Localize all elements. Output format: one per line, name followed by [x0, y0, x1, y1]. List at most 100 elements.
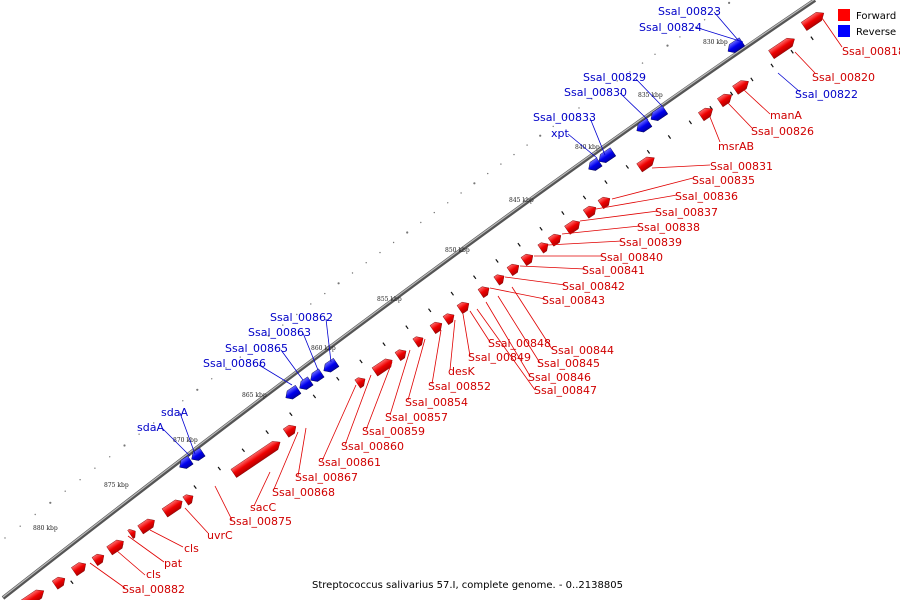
gene-label[interactable]: Ssal_00820	[812, 71, 875, 84]
gene-label[interactable]: cls	[184, 542, 199, 555]
gene-label[interactable]: Ssal_00830	[564, 86, 627, 99]
gene-label[interactable]: manA	[770, 109, 802, 122]
gene-arrow[interactable]	[506, 261, 522, 277]
gene-arrow[interactable]	[127, 527, 139, 539]
gene-label[interactable]: Ssal_00829	[583, 71, 646, 84]
gene-label[interactable]: Ssal_00833	[533, 111, 596, 124]
gene-label[interactable]: Ssal_00866	[203, 357, 266, 370]
gene-label[interactable]: Ssal_00841	[582, 264, 645, 277]
gene-label[interactable]: Ssal_00875	[229, 515, 292, 528]
gene-arrow[interactable]	[442, 311, 457, 326]
gene-label[interactable]: Ssal_00824	[639, 21, 702, 34]
gene-arrow[interactable]	[371, 356, 395, 377]
gene-label[interactable]: Ssal_00847	[534, 384, 597, 397]
gene-label[interactable]: Ssal_00836	[675, 190, 738, 203]
gene-arrow[interactable]	[10, 587, 46, 600]
track-tick	[312, 394, 317, 399]
gene-arrow[interactable]	[321, 357, 340, 375]
gene-label[interactable]: Ssal_00835	[692, 174, 755, 187]
gene-label[interactable]: xpt	[551, 127, 569, 140]
gene-label[interactable]: sacC	[250, 501, 277, 514]
gene-label[interactable]: Ssal_00838	[637, 221, 700, 234]
gene-arrow[interactable]	[51, 574, 68, 590]
gene-label[interactable]: Ssal_00854	[405, 396, 468, 409]
gene-label[interactable]: Ssal_00848	[488, 337, 551, 350]
gene-label[interactable]: Ssal_00846	[528, 371, 591, 384]
gene-arrow[interactable]	[177, 455, 194, 472]
gene-arrow[interactable]	[732, 77, 751, 95]
gene-label[interactable]: Ssal_00868	[272, 486, 335, 499]
gene-label[interactable]: Ssal_00839	[619, 236, 682, 249]
gene-label[interactable]: sdaA	[137, 421, 164, 434]
gene-arrow[interactable]	[189, 447, 206, 464]
gene-label[interactable]: pat	[164, 557, 183, 570]
gene-arrow[interactable]	[768, 35, 798, 60]
gene-label[interactable]: Ssal_00867	[295, 471, 358, 484]
gene-label[interactable]: Ssal_00845	[537, 357, 600, 370]
gene-arrow[interactable]	[520, 251, 536, 267]
gene-arrow[interactable]	[283, 384, 302, 402]
gene-label[interactable]: Ssal_00842	[562, 280, 625, 293]
gene-label[interactable]: Ssal_00863	[248, 326, 311, 339]
gene-arrow[interactable]	[698, 105, 715, 122]
gene-label[interactable]: Ssal_00831	[710, 160, 773, 173]
gene-label[interactable]: Ssal_00865	[225, 342, 288, 355]
reverse-leader-lines	[161, 11, 801, 457]
gene-arrow[interactable]	[596, 147, 617, 166]
gene-arrow[interactable]	[493, 272, 507, 286]
gene-arrow[interactable]	[412, 334, 426, 348]
track-dot	[666, 44, 669, 47]
gene-label[interactable]: desK	[448, 365, 475, 378]
gene-label[interactable]: Ssal_00862	[270, 311, 333, 324]
gene-arrow[interactable]	[634, 117, 653, 135]
track-dot	[447, 202, 449, 204]
gene-label[interactable]: Ssal_00844	[551, 344, 614, 357]
gene-label[interactable]: Ssal_00837	[655, 206, 718, 219]
gene-label[interactable]: Ssal_00823	[658, 5, 721, 18]
gene-label[interactable]: uvrC	[207, 529, 233, 542]
gene-arrow[interactable]	[91, 551, 107, 567]
gene-arrow[interactable]	[429, 319, 445, 335]
gene-label[interactable]: Ssal_00818	[842, 45, 900, 58]
gene-arrow[interactable]	[71, 560, 88, 577]
gene-label[interactable]: Ssal_00861	[318, 456, 381, 469]
track-dot	[138, 433, 140, 435]
gene-arrow[interactable]	[282, 422, 299, 438]
gene-arrow[interactable]	[537, 240, 551, 254]
gene-arrow[interactable]	[800, 9, 826, 31]
gene-arrow[interactable]	[582, 203, 599, 219]
gene-label[interactable]: Ssal_00849	[468, 351, 531, 364]
gene-arrow[interactable]	[354, 375, 368, 389]
gene-arrow[interactable]	[586, 157, 603, 174]
gene-arrow[interactable]	[636, 154, 658, 173]
gene-label[interactable]: Ssal_00857	[385, 411, 448, 424]
track-dot	[211, 378, 213, 380]
gene-label[interactable]: Ssal_00852	[428, 380, 491, 393]
gene-arrow[interactable]	[725, 37, 746, 56]
gene-label[interactable]: sdaA	[161, 406, 188, 419]
gene-arrow[interactable]	[182, 492, 196, 506]
gene-arrow[interactable]	[717, 91, 734, 108]
gene-label[interactable]: Ssal_00843	[542, 294, 605, 307]
gene-label[interactable]: cls	[146, 568, 161, 581]
gene-arrow[interactable]	[106, 537, 127, 556]
gene-label[interactable]: Ssal_00882	[122, 583, 185, 596]
gene-arrow[interactable]	[308, 368, 325, 385]
gene-label[interactable]: Ssal_00822	[795, 88, 858, 101]
track-tick	[561, 211, 565, 216]
gene-arrow[interactable]	[137, 516, 158, 535]
forward-leader-lines	[89, 17, 843, 589]
gene-arrow[interactable]	[648, 105, 669, 124]
gene-arrow[interactable]	[161, 497, 185, 518]
gene-arrow[interactable]	[297, 376, 314, 393]
gene-arrow[interactable]	[597, 194, 613, 210]
gene-label[interactable]: Ssal_00859	[362, 425, 425, 438]
gene-label[interactable]: Ssal_00826	[751, 125, 814, 138]
gene-arrow[interactable]	[456, 299, 472, 315]
gene-arrow[interactable]	[230, 438, 283, 478]
gene-label[interactable]: Ssal_00840	[600, 251, 663, 264]
gene-arrow[interactable]	[394, 347, 409, 362]
gene-label[interactable]: Ssal_00860	[341, 440, 404, 453]
gene-label[interactable]: msrAB	[718, 140, 754, 153]
gene-arrow[interactable]	[477, 284, 492, 299]
